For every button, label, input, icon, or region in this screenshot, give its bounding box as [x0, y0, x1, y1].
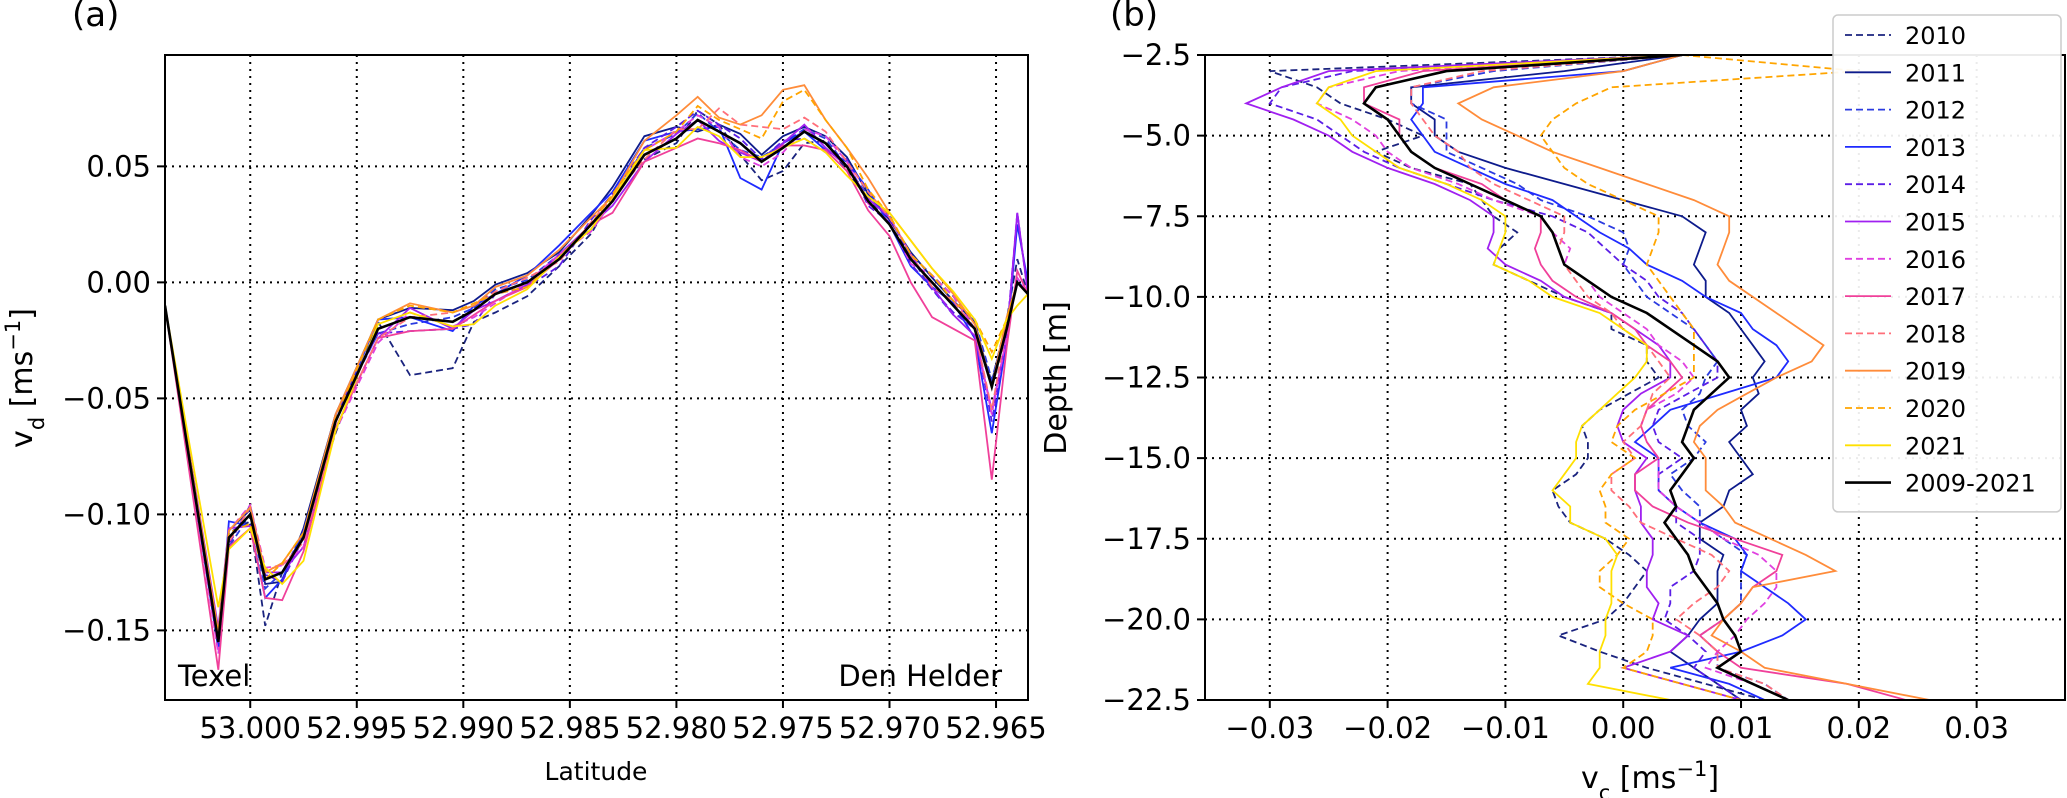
chart-b-xlabel-close: ] — [1707, 761, 1719, 796]
chart-b-legend-label: 2016 — [1905, 246, 1966, 274]
chart-a-ytick-label: −0.05 — [62, 381, 151, 415]
chart-b-xtick-label: 0.02 — [1827, 711, 1892, 745]
chart-b-legend-label: 2010 — [1905, 22, 1966, 50]
chart-b-legend-label: 2012 — [1905, 97, 1966, 125]
chart-a-xtick-label: 52.990 — [413, 711, 514, 745]
chart-b-legend-label: 2017 — [1905, 283, 1966, 311]
chart-a-ytick-label: 0.05 — [86, 149, 151, 183]
chart-b-ytick-label: −10.0 — [1102, 280, 1191, 314]
chart-a-ylabel-unit: [ms — [5, 351, 40, 417]
chart-b-legend-box — [1832, 14, 2062, 513]
chart-a-annotation-den-helder: Den Helder — [838, 659, 1002, 693]
chart-b-series-2020 — [1539, 55, 1859, 700]
chart-a-series-2011 — [165, 123, 1028, 647]
chart-b-ytick-label: −15.0 — [1102, 441, 1191, 475]
chart-b-legend-label: 2011 — [1905, 59, 1966, 87]
chart-a-series-mean — [165, 118, 1028, 643]
chart-b-ytick-label: −7.5 — [1121, 199, 1191, 233]
chart-b-xlabel: vc [ms−1] — [1581, 757, 1719, 798]
chart-a-ylabel: vd [ms−1] — [1, 308, 49, 448]
chart-a-xtick-label: 52.995 — [306, 711, 407, 745]
chart-b-legend-label: 2021 — [1905, 432, 1966, 460]
chart-a-annotation-texel: Texel — [177, 659, 250, 693]
chart-b-series-2021 — [1315, 55, 1683, 700]
chart-a-ticks: 53.000 52.995 52.990 52.985 52.980 52.975 52.9… — [62, 149, 1047, 745]
chart-b-ytick-label: −5.0 — [1121, 119, 1191, 153]
chart-a-ylabel-sub: d — [25, 417, 49, 430]
chart-b-legend-label: 2009-2021 — [1905, 470, 2036, 498]
chart-b-legend-label: 2015 — [1905, 209, 1966, 237]
chart-b-ticks: −0.03 −0.02 −0.01 0.00 0.01 0.02 0.03 −2.5 −5.0 −… — [1102, 38, 2009, 745]
chart-a-xtick-label: 52.975 — [732, 711, 833, 745]
chart-b-series-2013 — [1410, 55, 1808, 700]
chart-b-series-2014 — [1268, 55, 1742, 700]
chart-b-series-2019 — [1456, 55, 1930, 700]
chart-a-xtick-label: 52.965 — [945, 711, 1046, 745]
chart-b-xtick-label: 0.00 — [1591, 711, 1656, 745]
chart-b-xtick-label: 0.01 — [1709, 711, 1774, 745]
chart-a-xtick-label: 52.980 — [626, 711, 727, 745]
chart-b-legend-label: 2013 — [1905, 134, 1966, 162]
chart-b-ylabel: Depth [m] — [1039, 301, 1074, 455]
chart-b-legend: 2010 2011 2012 2013 2014 2015 2016 2017 2018 2019… — [1832, 14, 2062, 513]
chart-b-xlabel-base: v — [1581, 761, 1599, 796]
chart-b-series-2015 — [1243, 55, 1742, 700]
chart-b-xtick-label: 0.03 — [1944, 711, 2009, 745]
chart-b-ytick-label: −17.5 — [1102, 522, 1191, 556]
chart-b-ytick-label: −12.5 — [1102, 361, 1191, 395]
chart-b-ytick-label: −2.5 — [1121, 38, 1191, 72]
chart-a-series — [165, 84, 1028, 670]
chart-b-series-2010 — [1269, 55, 1765, 700]
chart-b-legend-label: 2014 — [1905, 171, 1966, 199]
chart-a-series-2018 — [165, 107, 1028, 636]
chart-b-series — [1243, 55, 1930, 700]
chart-a-ylabel-base: v — [5, 430, 40, 448]
chart-a-xtick-label: 52.985 — [519, 711, 620, 745]
chart-a-xtick-label: 53.000 — [199, 711, 300, 745]
chart-b-legend-label: 2019 — [1905, 358, 1966, 386]
chart-a-ylabel-sup: −1 — [1, 320, 25, 351]
chart-b-series-2012 — [1410, 55, 1789, 700]
panel-a-label: (a) — [72, 0, 119, 35]
chart-a-ytick-label: 0.00 — [86, 265, 151, 299]
chart-b-xlabel-sup: −1 — [1676, 757, 1707, 781]
chart-b-legend-label: 2020 — [1905, 395, 1966, 423]
panel-b-label: (b) — [1110, 0, 1158, 35]
chart-b-xlabel-unit: [ms — [1610, 761, 1676, 796]
chart-b: −0.03 −0.02 −0.01 0.00 0.01 0.02 0.03 −2.5 −5.0 −… — [1039, 14, 2066, 798]
chart-b-ytick-label: −22.5 — [1102, 683, 1191, 717]
chart-b-xtick-label: −0.02 — [1343, 711, 1432, 745]
chart-a-ytick-label: −0.10 — [62, 497, 151, 531]
chart-a: 53.000 52.995 52.990 52.985 52.980 52.975 52.9… — [1, 54, 1047, 786]
chart-b-ytick-label: −20.0 — [1102, 602, 1191, 636]
chart-b-series-2011 — [1410, 55, 1766, 700]
chart-a-frame — [164, 54, 1029, 701]
chart-b-series-mean — [1362, 55, 1789, 700]
chart-b-xtick-label: −0.01 — [1461, 711, 1550, 745]
chart-b-xlabel-sub: c — [1599, 781, 1611, 798]
chart-b-legend-label: 2018 — [1905, 320, 1966, 348]
chart-b-xtick-label: −0.03 — [1225, 711, 1314, 745]
chart-a-ylabel-close: ] — [5, 308, 40, 320]
chart-a-ytick-label: −0.15 — [62, 613, 151, 647]
chart-a-xlabel: Latitude — [545, 757, 648, 786]
chart-a-series-2021 — [165, 125, 1028, 608]
chart-a-xtick-label: 52.970 — [839, 711, 940, 745]
chart-a-grid — [165, 55, 1028, 700]
